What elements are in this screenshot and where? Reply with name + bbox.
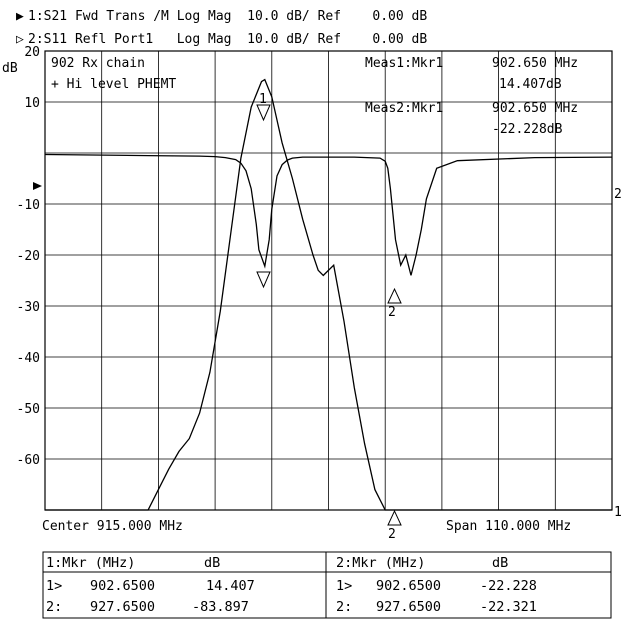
y-tick-label: -50	[17, 402, 40, 417]
ch2-row2-freq: 927.6500	[376, 599, 441, 615]
marker-2-label: 2	[388, 305, 396, 320]
marker-triangle-up-icon	[387, 509, 402, 526]
ch2-row2-value: -22.321	[480, 599, 537, 615]
trace-s21	[45, 78, 612, 511]
marker-2b-label: 2	[388, 527, 396, 542]
ch1-header: 1:S21 Fwd Trans /M Log Mag 10.0 dB/ Ref …	[28, 9, 427, 24]
meas1-label: Meas1:Mkr1	[365, 56, 443, 71]
ch2-right-label: 2	[614, 187, 622, 202]
marker-1-s21: 1	[256, 92, 271, 122]
ch1-active-marker: ▶	[16, 9, 24, 24]
ch1-row2-freq: 927.6500	[90, 599, 155, 615]
ch1-table-header-db: dB	[204, 555, 220, 571]
marker-1-s11	[256, 271, 271, 289]
ch2-row1-freq: 902.6500	[376, 578, 441, 594]
plot-frame	[44, 50, 613, 511]
reference-arrow-icon	[33, 182, 42, 190]
note-line-2: + Hi level PHEMT	[51, 77, 176, 92]
meas2-label: Meas2:Mkr1	[365, 101, 443, 116]
y-tick-label: -30	[17, 300, 40, 315]
y-tick-label: 10	[24, 96, 40, 111]
meas1-freq: 902.650 MHz	[492, 56, 578, 71]
marker-table-frame	[42, 551, 612, 619]
ch1-row2-value: -83.897	[192, 599, 249, 615]
ch2-header: 2:S11 Refl Port1 Log Mag 10.0 dB/ Ref 0.…	[28, 32, 427, 47]
meas2-freq: 902.650 MHz	[492, 101, 578, 116]
trace-s11	[44, 153, 613, 276]
ch1-row1-freq: 902.6500	[90, 578, 155, 594]
y-tick-label: 20	[24, 45, 40, 60]
marker-2-s11: 2	[387, 287, 402, 320]
ch2-marker: ▷	[16, 32, 24, 47]
ch2-table-header-db: dB	[492, 555, 508, 571]
ch2-row1-value: -22.228	[480, 578, 537, 594]
center-frequency: Center 915.000 MHz	[42, 519, 183, 534]
marker-triangle-icon	[256, 271, 271, 289]
y-tick-labels: 20 10 -10 -20 -30 -40 -50 -60	[17, 45, 40, 468]
marker-2-s21: 2	[387, 509, 402, 542]
y-tick-label: -60	[17, 453, 40, 468]
ch1-row1-id: 1>	[46, 578, 62, 594]
ch2-table-header-mkr: 2:Mkr (MHz)	[336, 555, 425, 571]
meas1-value: 14.407dB	[499, 77, 562, 92]
meas2-value: -22.228dB	[492, 122, 563, 137]
ch1-table-header-mkr: 1:Mkr (MHz)	[46, 555, 135, 571]
note-line-1: 902 Rx chain	[51, 56, 145, 71]
y-tick-label: -20	[17, 249, 40, 264]
ch2-row2-id: 2:	[336, 599, 352, 615]
marker-table: 1:Mkr (MHz) dB 1> 902.6500 14.407 2: 927…	[42, 551, 612, 619]
ch1-right-label: 1	[614, 505, 622, 520]
y-tick-label: -10	[17, 198, 40, 213]
marker-1-label: 1	[259, 92, 267, 107]
marker-triangle-up-icon	[387, 287, 402, 304]
traces	[44, 78, 613, 511]
ch1-row2-id: 2:	[46, 599, 62, 615]
marker-triangle-icon	[256, 104, 271, 122]
y-tick-label: -40	[17, 351, 40, 366]
ch1-row1-value: 14.407	[206, 578, 255, 594]
span-frequency: Span 110.000 MHz	[446, 519, 571, 534]
y-axis-label: dB	[2, 61, 18, 76]
ch2-row1-id: 1>	[336, 578, 352, 594]
plot-grid	[45, 51, 612, 510]
